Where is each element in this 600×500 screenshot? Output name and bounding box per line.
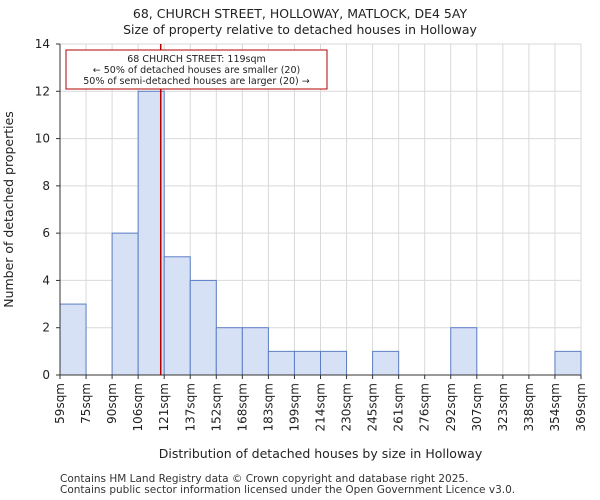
x-tick-label: 214sqm (314, 383, 328, 431)
y-tick-label: 14 (35, 37, 50, 51)
x-tick-label: 137sqm (183, 383, 197, 431)
x-tick-label: 245sqm (366, 383, 380, 431)
histogram-bar (59, 303, 87, 376)
x-tick-label: 261sqm (392, 383, 406, 431)
x-tick-label: 230sqm (340, 383, 354, 431)
histogram-bar (215, 327, 243, 376)
histogram-bar (189, 279, 217, 376)
x-tick-label: 168sqm (235, 383, 249, 431)
histogram-bar (372, 350, 400, 376)
x-tick-label: 354sqm (548, 383, 562, 431)
x-tick-label: 307sqm (470, 383, 484, 431)
annotation-line: ← 50% of detached houses are smaller (20… (93, 65, 300, 76)
y-tick-label: 12 (35, 84, 50, 98)
x-tick-label: 152sqm (209, 383, 223, 431)
y-tick-label: 6 (42, 226, 50, 240)
y-tick-label: 8 (42, 179, 50, 193)
y-axis-label: Number of detached properties (1, 111, 16, 308)
x-tick-label: 323sqm (496, 383, 510, 431)
histogram-bar (450, 327, 478, 376)
x-tick-label: 292sqm (444, 383, 458, 431)
annotation-line: 50% of semi-detached houses are larger (… (83, 76, 310, 87)
chart-subtitle: Size of property relative to detached ho… (123, 22, 477, 37)
chart-title: 68, CHURCH STREET, HOLLOWAY, MATLOCK, DE… (132, 6, 468, 21)
x-tick-label: 276sqm (418, 383, 432, 431)
x-tick-label: 183sqm (261, 383, 275, 431)
histogram-bar (241, 327, 269, 376)
y-tick-label: 2 (42, 321, 50, 335)
histogram-bar (267, 350, 295, 376)
footer-line-2: Contains public sector information licen… (60, 484, 516, 496)
x-tick-label: 106sqm (131, 383, 145, 431)
y-tick-label: 10 (35, 132, 50, 146)
y-tick-label: 0 (42, 368, 50, 382)
x-tick-label: 75sqm (79, 383, 93, 424)
annotation-line: 68 CHURCH STREET: 119sqm (127, 54, 266, 65)
footer-line-1: Contains HM Land Registry data © Crown c… (60, 473, 469, 485)
histogram-bar (293, 350, 322, 376)
histogram-bar (554, 350, 582, 376)
x-axis-label: Distribution of detached houses by size … (159, 446, 483, 461)
x-tick-label: 338sqm (522, 383, 536, 431)
annotation-box (65, 49, 328, 90)
x-tick-label: 199sqm (287, 383, 301, 431)
x-tick-label: 90sqm (105, 383, 119, 424)
x-tick-label: 369sqm (574, 383, 588, 431)
histogram-bar (111, 232, 139, 376)
x-tick-label: 59sqm (53, 383, 67, 424)
x-tick-label: 121sqm (157, 383, 171, 431)
histogram-bar (163, 256, 191, 376)
histogram-bar (320, 350, 348, 376)
y-tick-label: 4 (42, 273, 50, 287)
